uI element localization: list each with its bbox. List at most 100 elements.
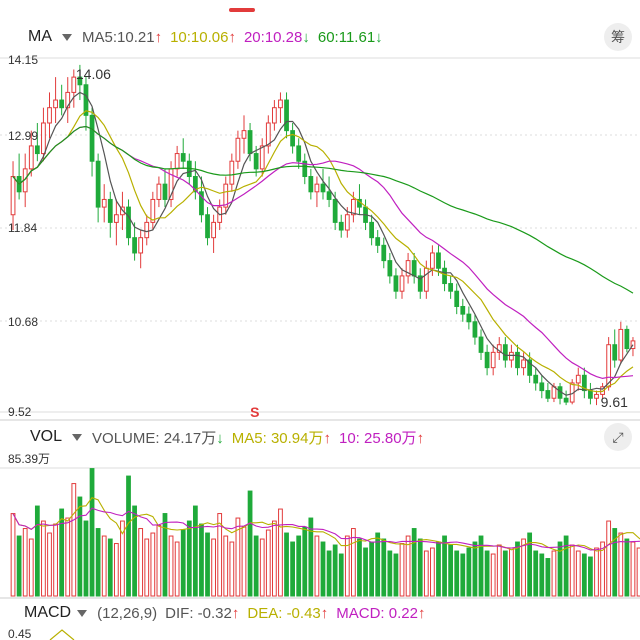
candle (174, 153, 180, 170)
volume-bar (539, 553, 545, 597)
volume-bar (442, 535, 447, 597)
candle (16, 176, 22, 193)
volume-bar (217, 513, 223, 597)
macd-params: (12,26,9) (97, 604, 158, 622)
volume-bar (241, 526, 247, 597)
candle (369, 221, 375, 239)
volume-bar (144, 538, 150, 597)
candle (436, 252, 441, 269)
volume-bar (138, 528, 144, 597)
candle (478, 336, 484, 353)
volume-bar (314, 535, 320, 597)
candle (144, 221, 150, 239)
candle (624, 328, 630, 350)
volume-bar (478, 535, 484, 597)
expand-icon[interactable]: ⤢ (604, 423, 632, 451)
volume-bar (126, 475, 131, 597)
volume-bar (509, 547, 514, 597)
volume-bar (95, 528, 101, 597)
macd-top-label: 0.45 (8, 627, 32, 640)
volume-bar (223, 535, 229, 597)
volume-bar (113, 543, 119, 597)
volume-bar (618, 532, 624, 597)
candle (229, 160, 235, 185)
ma5-item: MA5:10.21↑ (82, 28, 163, 46)
sell-marker: S (250, 404, 259, 420)
volume-bar (612, 528, 618, 597)
volume-bar (630, 541, 636, 597)
candle (138, 237, 144, 254)
volume-bar (496, 544, 502, 597)
ma-legend: MA MA5:10.21↑ 10:10.06↑ 20:10.28↓ 60:11.… (0, 24, 640, 50)
candle (332, 198, 338, 223)
volume-bar (624, 538, 630, 597)
volume-bar (594, 547, 599, 597)
candle (314, 183, 320, 193)
volume-bar (205, 532, 210, 597)
candle (53, 99, 58, 109)
candle (83, 84, 89, 116)
candle (271, 107, 277, 124)
volume-bar (302, 526, 308, 597)
candle (484, 351, 490, 369)
volume-bar (65, 517, 71, 597)
vol-legend-name[interactable]: VOL (30, 428, 63, 445)
candle (496, 344, 502, 353)
candle (588, 390, 593, 399)
candle (34, 145, 40, 155)
candle (302, 160, 308, 178)
dif-item: DIF: -0.32↑ (165, 604, 240, 622)
candle (569, 382, 575, 403)
volume-bar (162, 513, 168, 597)
candle (89, 114, 95, 162)
volume-bar (381, 538, 387, 597)
candle (28, 145, 34, 170)
candle (557, 386, 563, 399)
volume-bar (484, 550, 490, 597)
chip-distribution-button[interactable]: 筹 (604, 23, 632, 51)
volume-bar (344, 535, 350, 597)
candle (235, 137, 241, 162)
volume-bar (387, 550, 393, 597)
volume-bar (59, 508, 65, 597)
macd-legend-name[interactable]: MACD (24, 604, 72, 621)
candle (594, 393, 599, 399)
candle (265, 122, 271, 147)
candle (168, 168, 174, 200)
candle (247, 130, 253, 155)
candle (253, 153, 259, 170)
chevron-down-icon[interactable] (77, 609, 88, 617)
candle (223, 183, 229, 208)
candle (417, 275, 423, 292)
volume-bar (192, 505, 198, 597)
candle (77, 76, 83, 86)
volume-bar (575, 550, 581, 597)
candle (241, 130, 247, 139)
vol-ma5-line (12, 497, 640, 552)
volume-bar (521, 538, 526, 597)
dea-item: DEA: -0.43↑ (247, 604, 329, 622)
candle (551, 386, 557, 399)
top-tab-indicator-bar (0, 0, 640, 20)
candle (539, 382, 545, 392)
volume-bar (320, 541, 326, 597)
volume-bar (47, 532, 52, 597)
chevron-down-icon[interactable] (72, 433, 83, 441)
candle (612, 344, 618, 361)
ma-legend-name[interactable]: MA (28, 28, 52, 45)
candle (515, 351, 520, 369)
volume-bar (156, 525, 162, 597)
candle (217, 206, 223, 223)
candle (132, 237, 137, 254)
candle (509, 351, 514, 361)
volume-bar (423, 550, 429, 597)
volume-bar (34, 505, 40, 597)
candle (10, 176, 16, 216)
ma60-item: 60:11.61↓ (317, 28, 383, 46)
candle (320, 183, 326, 193)
volume-bar (551, 550, 557, 597)
chevron-down-icon[interactable] (62, 33, 72, 41)
y-tick-label: 10.68 (8, 315, 38, 329)
candle (344, 214, 350, 231)
y-tick-label: 11.84 (8, 221, 37, 235)
